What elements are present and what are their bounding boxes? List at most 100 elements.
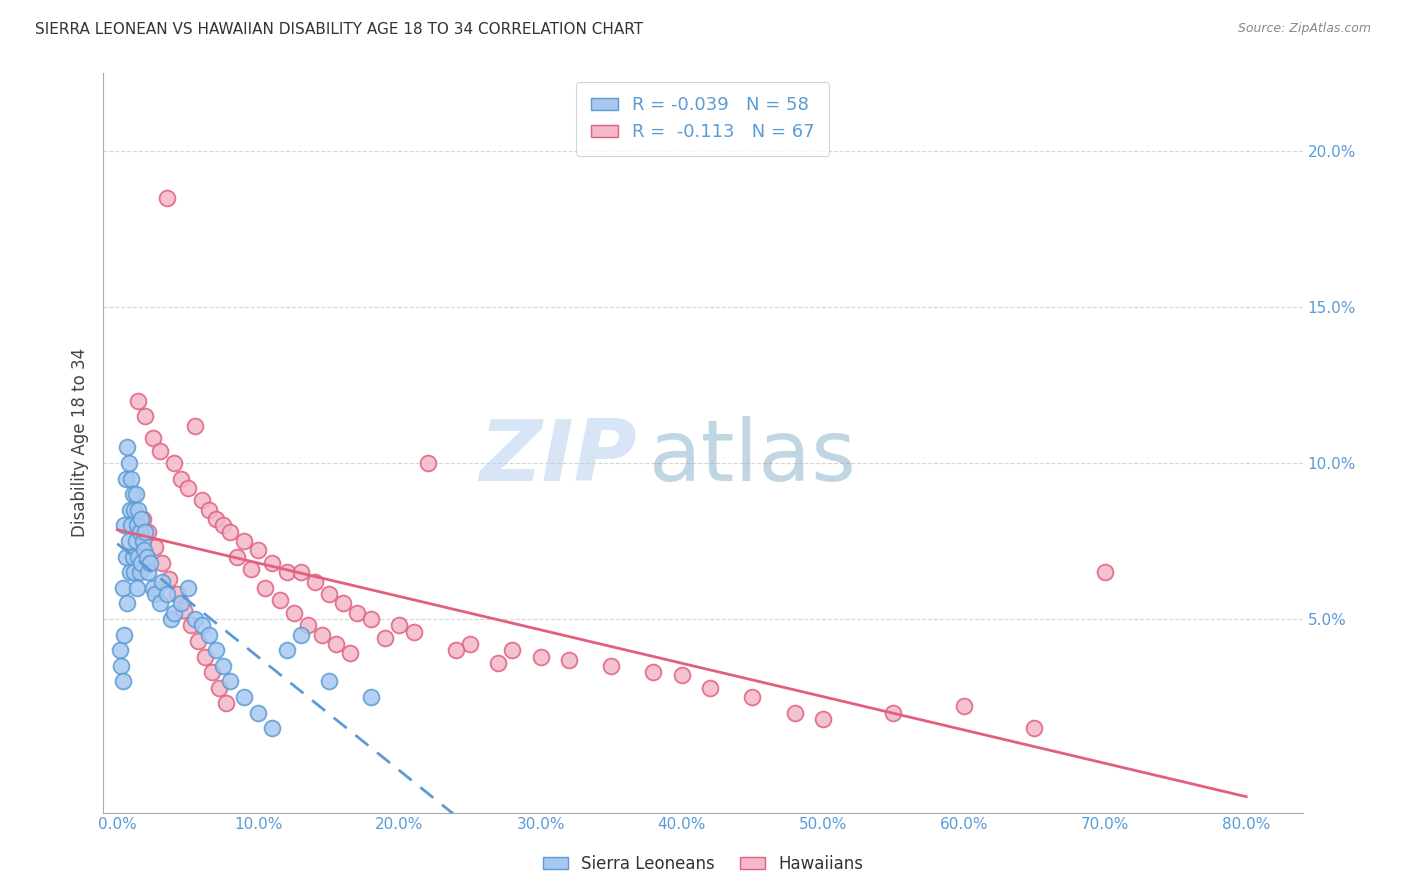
Point	[332, 597, 354, 611]
Point	[152, 574, 174, 589]
Point	[160, 612, 183, 626]
Point	[141, 431, 163, 445]
Point	[360, 690, 382, 704]
Point	[1094, 566, 1116, 580]
Point	[283, 606, 305, 620]
Point	[138, 556, 160, 570]
Point	[148, 443, 170, 458]
Legend: R = -0.039   N = 58, R =  -0.113   N = 67: R = -0.039 N = 58, R = -0.113 N = 67	[576, 82, 830, 156]
Point	[166, 587, 188, 601]
Legend: Sierra Leoneans, Hawaiians: Sierra Leoneans, Hawaiians	[536, 848, 870, 880]
Point	[173, 603, 195, 617]
Point	[600, 658, 623, 673]
Text: SIERRA LEONEAN VS HAWAIIAN DISABILITY AGE 18 TO 34 CORRELATION CHART: SIERRA LEONEAN VS HAWAIIAN DISABILITY AG…	[35, 22, 644, 37]
Point	[184, 612, 207, 626]
Point	[111, 581, 134, 595]
Point	[127, 393, 149, 408]
Point	[115, 597, 138, 611]
Point	[882, 706, 904, 720]
Point	[325, 637, 347, 651]
Point	[143, 541, 166, 555]
Point	[208, 681, 231, 695]
Point	[135, 549, 157, 564]
Point	[136, 524, 159, 539]
Point	[170, 472, 193, 486]
Point	[159, 572, 181, 586]
Text: atlas: atlas	[650, 416, 856, 499]
Point	[811, 712, 834, 726]
Point	[290, 566, 312, 580]
Point	[134, 524, 156, 539]
Point	[128, 524, 150, 539]
Point	[131, 512, 153, 526]
Point	[198, 503, 221, 517]
Point	[129, 556, 152, 570]
Point	[125, 581, 148, 595]
Point	[198, 628, 221, 642]
Point	[346, 606, 368, 620]
Point	[388, 618, 411, 632]
Text: Source: ZipAtlas.com: Source: ZipAtlas.com	[1237, 22, 1371, 36]
Point	[276, 643, 298, 657]
Point	[156, 191, 179, 205]
Point	[152, 556, 174, 570]
Point	[180, 618, 202, 632]
Point	[269, 593, 291, 607]
Point	[191, 618, 214, 632]
Point	[118, 566, 141, 580]
Text: ZIP: ZIP	[479, 416, 637, 499]
Point	[276, 566, 298, 580]
Point	[110, 658, 132, 673]
Point	[247, 706, 270, 720]
Point	[233, 534, 256, 549]
Point	[112, 628, 135, 642]
Point	[134, 409, 156, 424]
Point	[205, 643, 228, 657]
Point	[444, 643, 467, 657]
Point	[177, 481, 200, 495]
Point	[136, 566, 159, 580]
Point	[262, 556, 284, 570]
Point	[141, 581, 163, 595]
Y-axis label: Disability Age 18 to 34: Disability Age 18 to 34	[72, 348, 89, 537]
Point	[177, 581, 200, 595]
Point	[360, 612, 382, 626]
Point	[297, 618, 319, 632]
Point	[121, 487, 143, 501]
Point	[124, 487, 146, 501]
Point	[118, 503, 141, 517]
Point	[143, 587, 166, 601]
Point	[114, 549, 136, 564]
Point	[318, 674, 340, 689]
Point	[127, 549, 149, 564]
Point	[115, 441, 138, 455]
Point	[699, 681, 721, 695]
Point	[212, 658, 235, 673]
Point	[374, 631, 396, 645]
Point	[558, 653, 581, 667]
Point	[254, 581, 277, 595]
Point	[953, 699, 976, 714]
Point	[148, 597, 170, 611]
Point	[131, 534, 153, 549]
Point	[125, 518, 148, 533]
Point	[184, 418, 207, 433]
Point	[194, 649, 217, 664]
Point	[124, 534, 146, 549]
Point	[416, 456, 439, 470]
Point	[486, 656, 509, 670]
Point	[122, 503, 145, 517]
Point	[240, 562, 263, 576]
Point	[402, 624, 425, 639]
Point	[219, 524, 242, 539]
Point	[226, 549, 249, 564]
Point	[458, 637, 481, 651]
Point	[117, 456, 139, 470]
Point	[187, 634, 209, 648]
Point	[191, 493, 214, 508]
Point	[111, 674, 134, 689]
Point	[262, 721, 284, 735]
Point	[215, 696, 238, 710]
Point	[112, 518, 135, 533]
Point	[501, 643, 523, 657]
